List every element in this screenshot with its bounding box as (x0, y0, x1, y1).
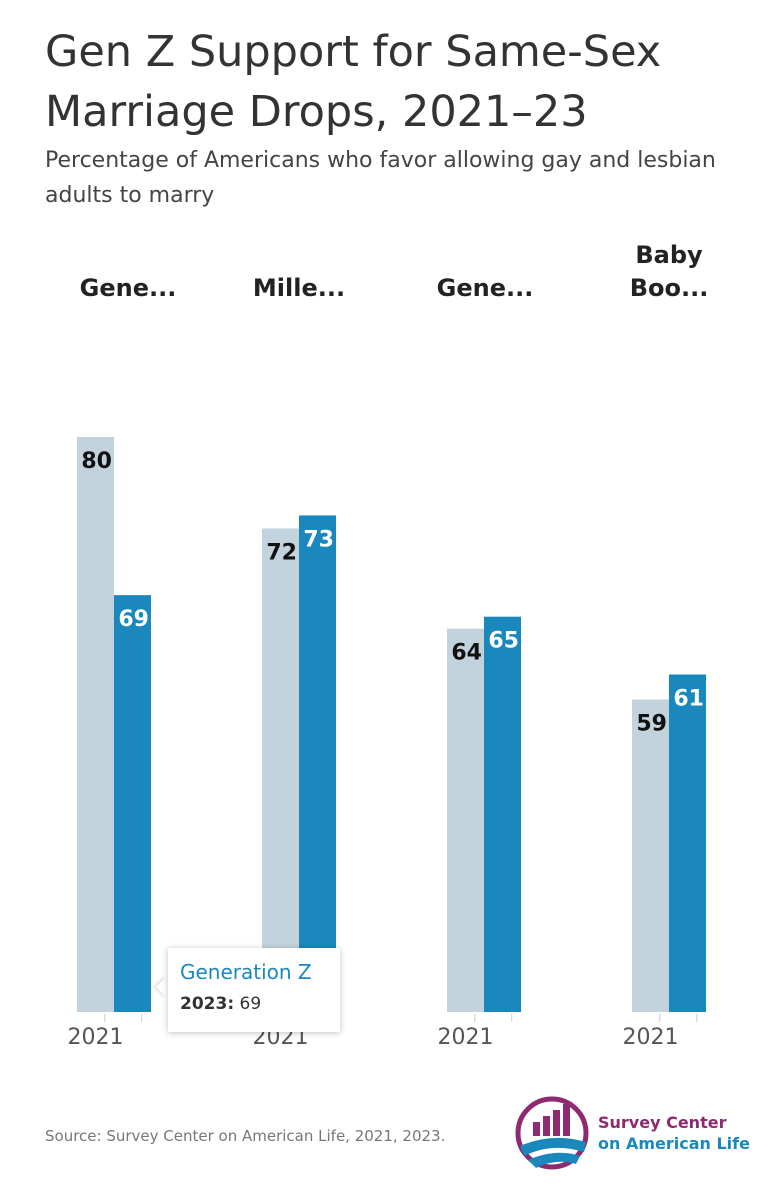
value-label: 80 (81, 449, 112, 474)
bar (484, 616, 521, 1012)
value-label: 65 (488, 629, 519, 654)
source-note: Source: Survey Center on American Life, … (45, 1127, 446, 1145)
panel-title: Baby Boo... (629, 241, 709, 302)
tooltip-value: 69 (239, 994, 262, 1014)
bar (114, 595, 151, 1012)
bar (299, 515, 336, 1012)
bar (669, 674, 706, 1012)
logo-line: on American Life (598, 1134, 750, 1153)
bar (77, 437, 114, 1012)
logo-icon (515, 1096, 589, 1170)
bar (632, 699, 669, 1012)
logo-line: Survey Center (598, 1113, 727, 1132)
tooltip-title: Generation Z (180, 960, 312, 984)
value-label: 69 (118, 607, 149, 632)
bar (262, 528, 299, 1012)
x-tick-label: 2021 (68, 1025, 124, 1050)
x-tick-label: 2021 (438, 1025, 494, 1050)
x-tick-label: 2021 (623, 1025, 679, 1050)
bar (447, 628, 484, 1012)
value-label: 72 (266, 540, 297, 565)
tooltip-label: 2023: (180, 994, 235, 1014)
value-label: 59 (636, 712, 667, 737)
value-label: 64 (451, 641, 482, 666)
panel-title: Mille... (252, 274, 346, 302)
panel-title: Gene... (436, 274, 534, 302)
value-label: 73 (303, 527, 334, 552)
chart-title: Gen Z Support for Same-Sex Marriage Drop… (45, 27, 662, 137)
panel-title: Gene... (79, 274, 177, 302)
tooltip-line: 2023: 69 (180, 994, 261, 1014)
logo-text: Survey Center on American Life (598, 1112, 750, 1154)
tooltip: Generation Z 2023: 69 (168, 948, 340, 1032)
value-label: 61 (673, 687, 704, 712)
chart-subtitle: Percentage of Americans who favor allowi… (45, 148, 716, 208)
